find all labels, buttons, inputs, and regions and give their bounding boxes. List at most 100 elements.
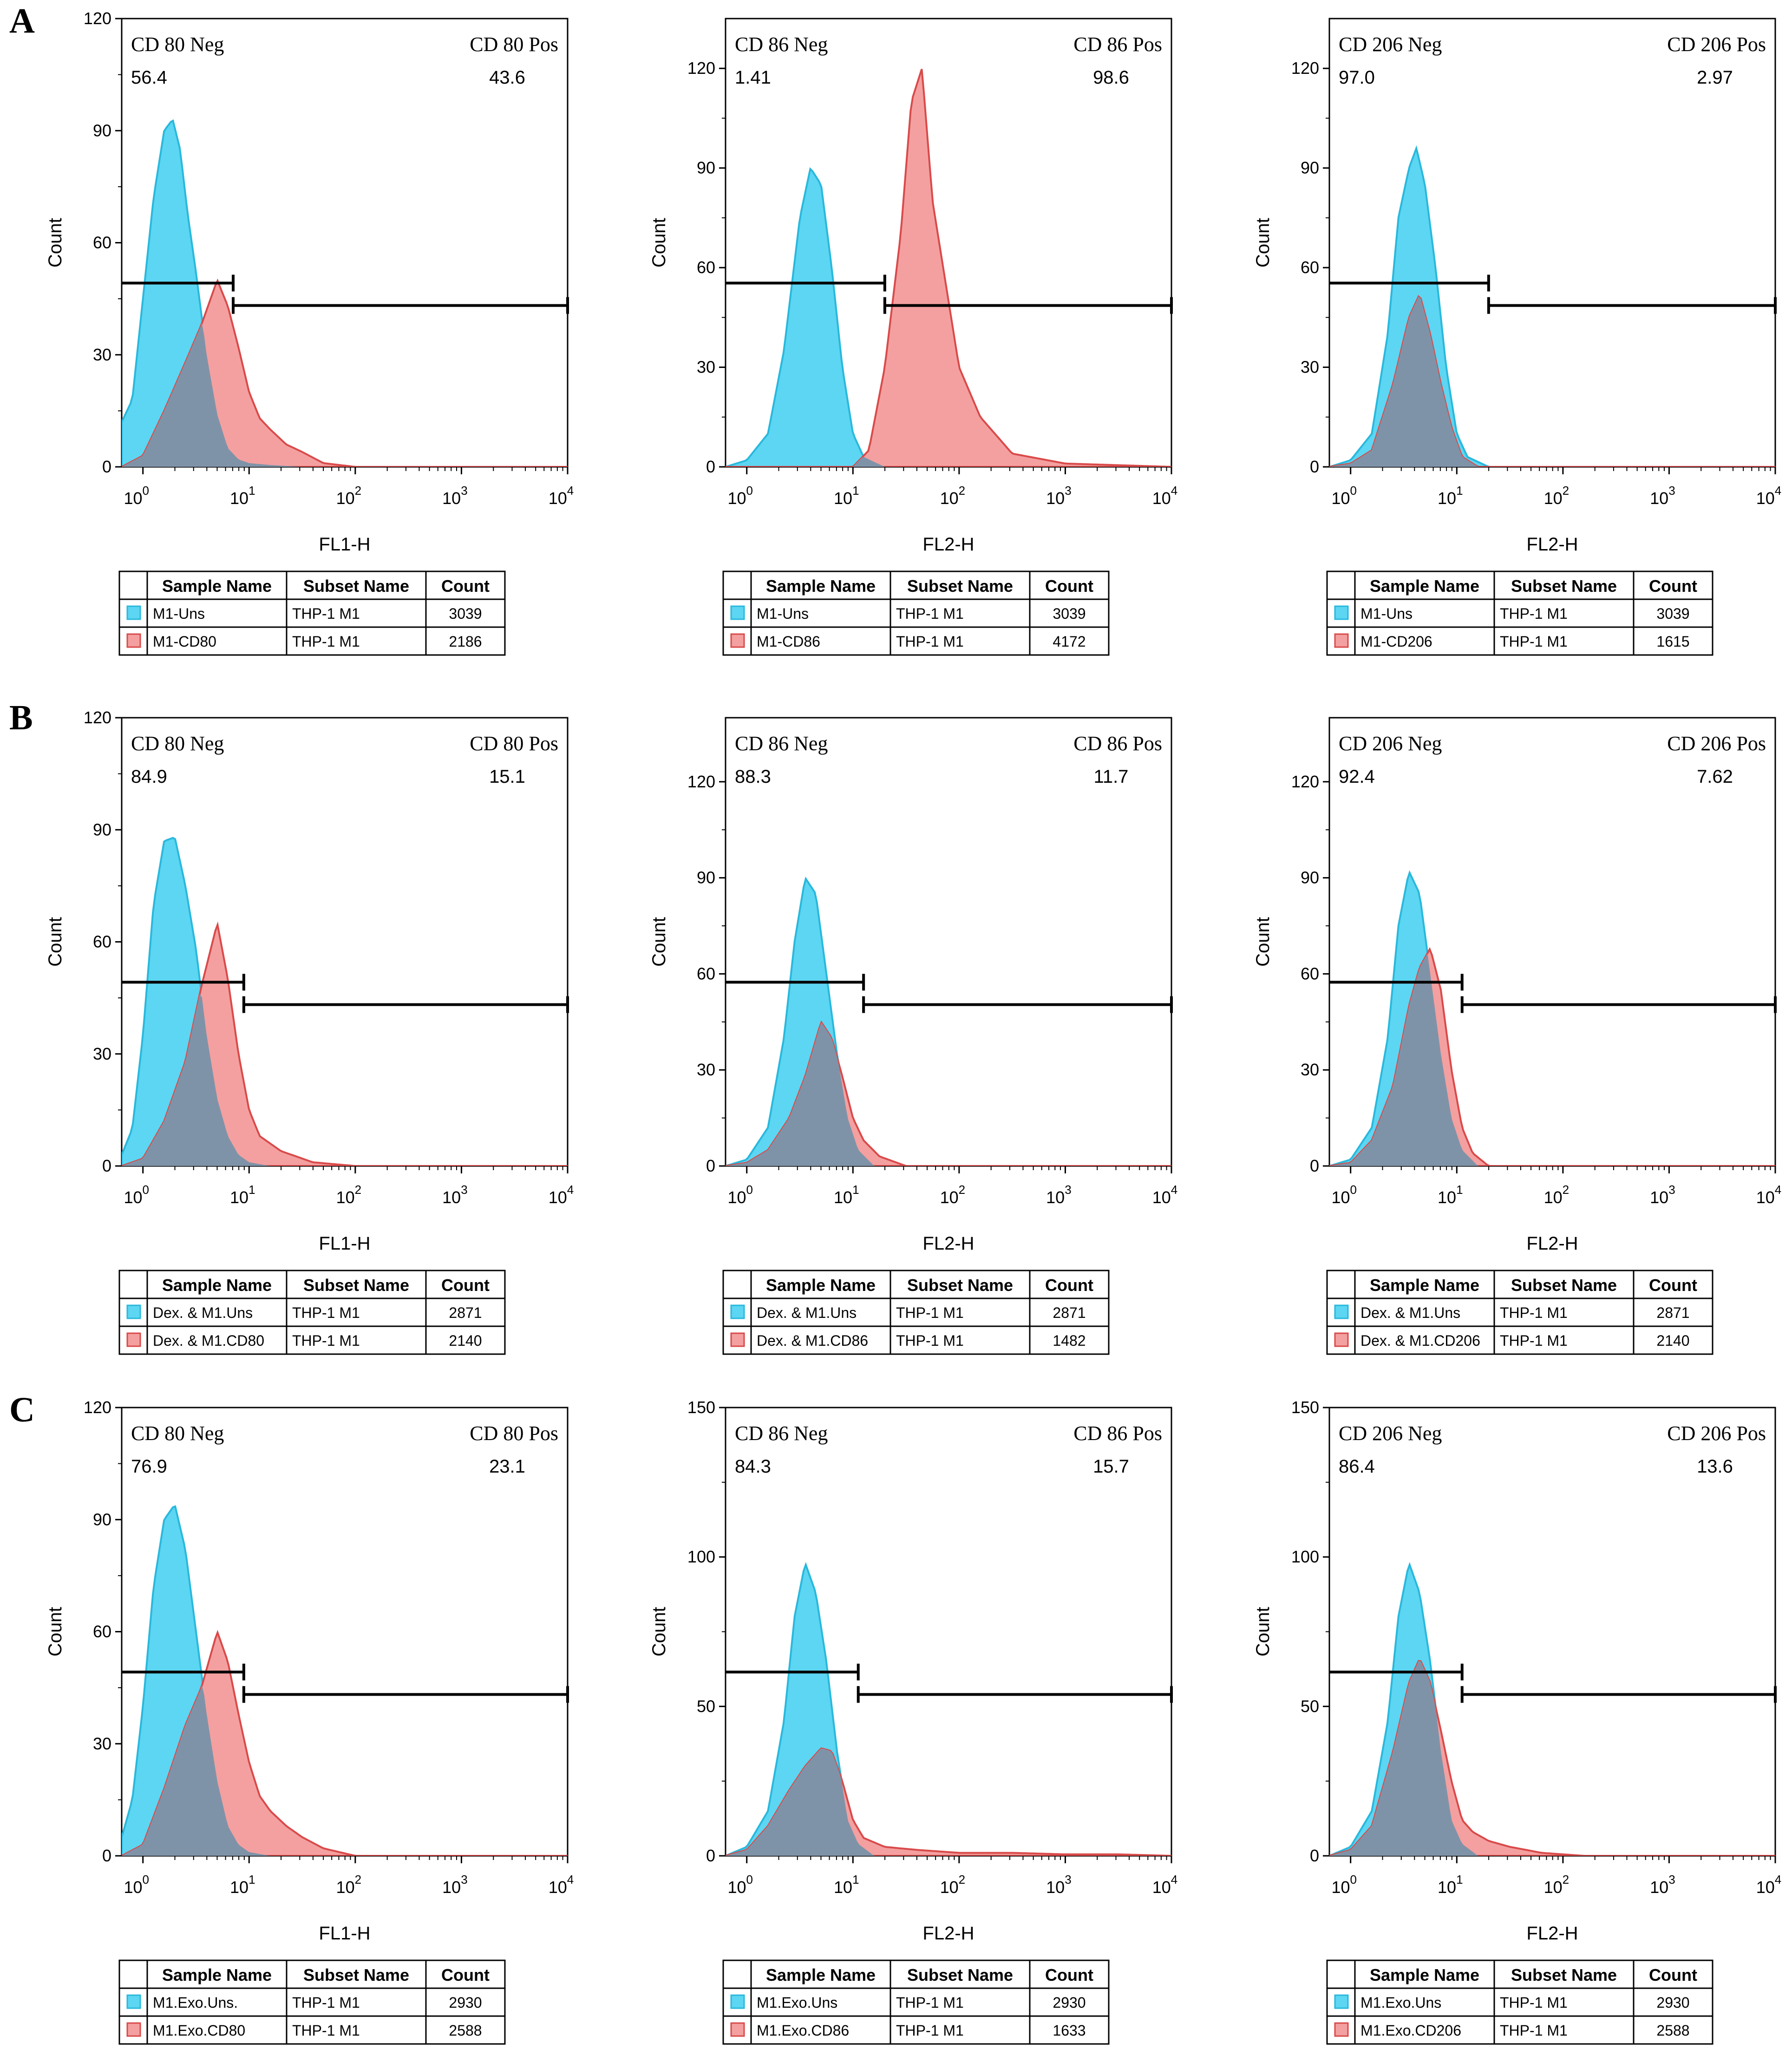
legend-swatch-unstained bbox=[126, 1994, 141, 2009]
legend-frame bbox=[722, 570, 1110, 656]
y-tick-label: 150 bbox=[687, 1398, 715, 1417]
legend-subset-name: THP-1 M1 bbox=[1500, 633, 1568, 650]
gate-neg-value: 84.9 bbox=[131, 766, 167, 787]
gate-neg-value: 76.9 bbox=[131, 1456, 167, 1477]
legend-subset-name: THP-1 M1 bbox=[292, 1304, 360, 1321]
x-axis-title: FL2-H bbox=[1526, 1233, 1578, 1254]
legend-count: 2871 bbox=[1053, 1304, 1086, 1321]
legend-header: Count bbox=[1045, 1965, 1093, 1985]
legend-header: Sample Name bbox=[162, 576, 272, 596]
y-tick-label: 90 bbox=[1301, 158, 1319, 177]
histogram-unstained bbox=[726, 167, 1171, 467]
x-tick-label: 102 bbox=[336, 1873, 362, 1897]
x-tick-label: 103 bbox=[1650, 1183, 1675, 1207]
legend-header: Subset Name bbox=[1511, 1276, 1617, 1295]
y-tick-label: 50 bbox=[1301, 1696, 1319, 1716]
legend-header: Sample Name bbox=[766, 1965, 876, 1985]
legend-frame bbox=[1326, 1959, 1714, 2045]
gate-pos-label: CD 86 Pos bbox=[1073, 1422, 1162, 1445]
legend-swatch-unstained bbox=[1334, 1994, 1349, 2009]
y-tick-label: 90 bbox=[93, 1510, 111, 1529]
gate-neg-label: CD 206 Neg bbox=[1339, 732, 1442, 755]
histogram-overlap bbox=[726, 1022, 1171, 1166]
legend-swatch-unstained bbox=[730, 1994, 745, 2009]
histogram-overlap bbox=[1329, 953, 1775, 1166]
legend-frame bbox=[118, 1959, 506, 2045]
gate-neg-value: 92.4 bbox=[1339, 766, 1375, 787]
x-tick-label: 100 bbox=[124, 1183, 149, 1207]
legend-header: Count bbox=[441, 576, 490, 596]
legend-swatch-stained bbox=[730, 633, 745, 648]
legend-header: Count bbox=[1649, 1276, 1697, 1295]
legend-frame bbox=[722, 1959, 1110, 2045]
gate-neg-label: CD 206 Neg bbox=[1339, 33, 1442, 56]
legend-count: 3039 bbox=[449, 605, 482, 622]
legend-table: Sample Name Subset Name Count Dex. & M1.Uns… bbox=[118, 1270, 506, 1355]
x-tick-label: 104 bbox=[1152, 1183, 1178, 1207]
histogram-group bbox=[1329, 870, 1775, 1166]
legend-sample-name: M1-CD80 bbox=[153, 633, 216, 650]
y-axis-title: Count bbox=[45, 1607, 65, 1657]
y-tick-label: 120 bbox=[84, 9, 111, 28]
legend-table: Sample Name Subset Name Count M1.Exo.Uns. TH… bbox=[118, 1959, 506, 2045]
y-axis-title: Count bbox=[45, 218, 65, 268]
gate-pos-label: CD 86 Pos bbox=[1073, 33, 1162, 56]
legend-subset-name: THP-1 M1 bbox=[292, 2022, 360, 2039]
x-tick-label: 104 bbox=[1756, 1873, 1782, 1897]
legend-count: 2140 bbox=[1656, 1332, 1689, 1349]
y-tick-label: 100 bbox=[1291, 1547, 1319, 1566]
legend-sample-name: M1.Exo.Uns. bbox=[153, 1994, 238, 2011]
legend-subset-name: THP-1 M1 bbox=[292, 605, 360, 622]
legend-table: Sample Name Subset Name Count Dex. & M1.Uns… bbox=[722, 1270, 1110, 1355]
legend-count: 1615 bbox=[1656, 633, 1689, 650]
legend-swatch-stained bbox=[126, 633, 141, 648]
legend-table: Sample Name Subset Name Count M1-Uns THP-1 M… bbox=[118, 570, 506, 656]
y-tick-label: 60 bbox=[1301, 964, 1319, 983]
legend-swatch-unstained bbox=[1334, 1304, 1349, 1319]
x-tick-label: 103 bbox=[1046, 1873, 1072, 1897]
legend-frame bbox=[1326, 1270, 1714, 1355]
y-tick-label: 60 bbox=[1301, 258, 1319, 277]
x-tick-label: 101 bbox=[834, 484, 859, 508]
x-tick-label: 101 bbox=[1438, 484, 1463, 508]
histogram-overlap bbox=[726, 1748, 1171, 1856]
legend-swatch-unstained bbox=[126, 1304, 141, 1319]
x-tick-label: 100 bbox=[727, 484, 753, 508]
y-tick-label: 60 bbox=[93, 1622, 111, 1641]
y-tick-label: 120 bbox=[84, 1398, 111, 1417]
histogram-group bbox=[122, 119, 568, 467]
legend-swatch-stained bbox=[126, 1332, 141, 1347]
chart-panel-A-1: 0 30 60 90 120 100 101 102 103 104 FL1-H Count CD 80… bbox=[45, 9, 574, 656]
gate-neg-label: CD 80 Neg bbox=[131, 1422, 224, 1445]
legend-header: Sample Name bbox=[1370, 1965, 1479, 1985]
x-axis-title: FL1-H bbox=[319, 534, 370, 555]
legend-header: Count bbox=[1649, 1965, 1697, 1985]
legend-header: Subset Name bbox=[303, 1965, 409, 1985]
x-tick-label: 102 bbox=[336, 484, 362, 508]
legend-count: 2930 bbox=[1053, 1994, 1086, 2011]
legend-subset-name: THP-1 M1 bbox=[292, 1332, 360, 1349]
legend-subset-name: THP-1 M1 bbox=[896, 1332, 964, 1349]
gate-neg-label: CD 80 Neg bbox=[131, 33, 224, 56]
gate-pos-value: 13.6 bbox=[1697, 1456, 1733, 1477]
legend-table: Sample Name Subset Name Count Dex. & M1.Uns… bbox=[1326, 1270, 1714, 1355]
y-tick-label: 120 bbox=[1291, 772, 1319, 791]
y-tick-label: 120 bbox=[687, 772, 715, 791]
legend-header: Subset Name bbox=[303, 576, 409, 596]
x-axis-title: FL1-H bbox=[319, 1233, 370, 1254]
y-tick-label: 120 bbox=[1291, 59, 1319, 78]
legend-swatch-unstained bbox=[730, 1304, 745, 1319]
legend-frame bbox=[118, 1270, 506, 1355]
legend-subset-name: THP-1 M1 bbox=[1500, 1994, 1568, 2011]
y-tick-label: 90 bbox=[697, 868, 715, 887]
gate-pos-label: CD 206 Pos bbox=[1667, 33, 1766, 56]
x-tick-label: 100 bbox=[1331, 484, 1357, 508]
gate-pos-label: CD 80 Pos bbox=[470, 732, 558, 755]
legend-sample-name: M1.Exo.Uns bbox=[757, 1994, 837, 2011]
row-label-B: B bbox=[9, 698, 33, 737]
legend-sample-name: Dex. & M1.CD86 bbox=[757, 1332, 868, 1349]
y-tick-label: 150 bbox=[1291, 1398, 1319, 1417]
legend-table: Sample Name Subset Name Count M1-Uns THP-1 M… bbox=[1326, 570, 1714, 656]
x-axis-title: FL1-H bbox=[319, 1923, 370, 1944]
histogram-group bbox=[726, 1562, 1171, 1856]
